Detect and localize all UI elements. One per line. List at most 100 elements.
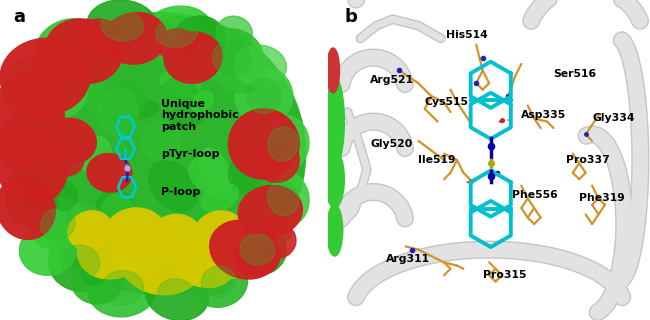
Ellipse shape <box>228 224 287 275</box>
Ellipse shape <box>87 259 157 317</box>
Text: b: b <box>344 8 358 26</box>
Ellipse shape <box>0 177 55 239</box>
Ellipse shape <box>268 127 298 161</box>
Ellipse shape <box>263 174 294 214</box>
Ellipse shape <box>142 121 181 160</box>
Text: His514: His514 <box>446 30 488 40</box>
Ellipse shape <box>156 16 198 48</box>
Ellipse shape <box>66 204 103 239</box>
Ellipse shape <box>0 112 51 176</box>
Ellipse shape <box>145 268 209 320</box>
Text: Arg521: Arg521 <box>370 75 414 85</box>
Ellipse shape <box>87 0 157 51</box>
Ellipse shape <box>46 19 122 84</box>
Ellipse shape <box>101 10 144 41</box>
Ellipse shape <box>98 89 138 135</box>
Text: pTyr-loop: pTyr-loop <box>161 148 220 159</box>
Ellipse shape <box>101 271 144 305</box>
Text: Ser516: Ser516 <box>554 68 597 79</box>
Ellipse shape <box>108 100 159 120</box>
Ellipse shape <box>151 214 203 259</box>
Ellipse shape <box>3 58 61 122</box>
Ellipse shape <box>234 45 287 87</box>
Ellipse shape <box>268 181 299 216</box>
Ellipse shape <box>325 150 344 208</box>
Ellipse shape <box>202 266 236 297</box>
Ellipse shape <box>215 211 270 247</box>
Ellipse shape <box>45 144 84 176</box>
Ellipse shape <box>327 48 339 93</box>
Ellipse shape <box>20 224 77 275</box>
Ellipse shape <box>149 161 197 212</box>
Ellipse shape <box>238 186 302 237</box>
Text: Arg311: Arg311 <box>386 254 430 264</box>
Ellipse shape <box>106 208 164 253</box>
Ellipse shape <box>101 194 138 242</box>
Ellipse shape <box>29 198 86 250</box>
Ellipse shape <box>199 148 232 199</box>
Ellipse shape <box>0 38 90 115</box>
Ellipse shape <box>46 179 77 211</box>
Ellipse shape <box>257 170 309 227</box>
Ellipse shape <box>124 212 176 238</box>
Text: a: a <box>13 8 25 26</box>
Ellipse shape <box>235 67 292 125</box>
Ellipse shape <box>103 13 167 64</box>
Ellipse shape <box>34 143 64 171</box>
Ellipse shape <box>240 234 275 265</box>
Ellipse shape <box>36 19 106 77</box>
Ellipse shape <box>235 237 280 275</box>
Ellipse shape <box>158 29 196 61</box>
Ellipse shape <box>0 122 39 166</box>
Ellipse shape <box>0 77 64 166</box>
Ellipse shape <box>169 105 206 127</box>
Text: Unique
hydrophobic
patch: Unique hydrophobic patch <box>161 99 239 132</box>
Ellipse shape <box>48 234 112 291</box>
Ellipse shape <box>10 162 52 187</box>
Ellipse shape <box>101 79 147 121</box>
Text: Asp335: Asp335 <box>521 110 567 120</box>
Ellipse shape <box>41 208 75 240</box>
Ellipse shape <box>16 70 61 122</box>
Ellipse shape <box>257 115 309 173</box>
Ellipse shape <box>32 42 84 86</box>
Ellipse shape <box>113 212 148 246</box>
Ellipse shape <box>158 279 196 310</box>
Ellipse shape <box>263 218 291 246</box>
Text: Gly520: Gly520 <box>370 139 412 149</box>
Ellipse shape <box>6 170 58 227</box>
Ellipse shape <box>85 76 106 114</box>
Ellipse shape <box>160 71 201 97</box>
Text: Phe556: Phe556 <box>512 190 558 200</box>
Ellipse shape <box>228 109 299 179</box>
Ellipse shape <box>120 230 202 295</box>
Ellipse shape <box>172 237 234 287</box>
Ellipse shape <box>146 26 185 63</box>
Ellipse shape <box>216 16 252 49</box>
Ellipse shape <box>201 184 239 212</box>
Ellipse shape <box>0 128 68 204</box>
Ellipse shape <box>188 158 226 192</box>
Text: Phe319: Phe319 <box>579 193 625 204</box>
Ellipse shape <box>142 6 212 58</box>
Ellipse shape <box>164 32 222 83</box>
Ellipse shape <box>14 146 58 183</box>
Ellipse shape <box>229 151 274 196</box>
Ellipse shape <box>61 245 99 280</box>
Text: Gly334: Gly334 <box>592 113 634 124</box>
Ellipse shape <box>71 259 122 304</box>
Text: Pro315: Pro315 <box>483 270 526 280</box>
Ellipse shape <box>203 233 261 279</box>
Ellipse shape <box>216 48 267 93</box>
Ellipse shape <box>82 263 106 284</box>
Ellipse shape <box>195 211 242 250</box>
Ellipse shape <box>79 136 112 175</box>
Ellipse shape <box>160 78 202 119</box>
Ellipse shape <box>96 189 136 233</box>
Ellipse shape <box>46 52 66 78</box>
Ellipse shape <box>57 44 86 77</box>
Ellipse shape <box>46 118 96 164</box>
Text: Ile519: Ile519 <box>419 155 456 165</box>
Ellipse shape <box>174 16 225 61</box>
Ellipse shape <box>327 205 343 256</box>
